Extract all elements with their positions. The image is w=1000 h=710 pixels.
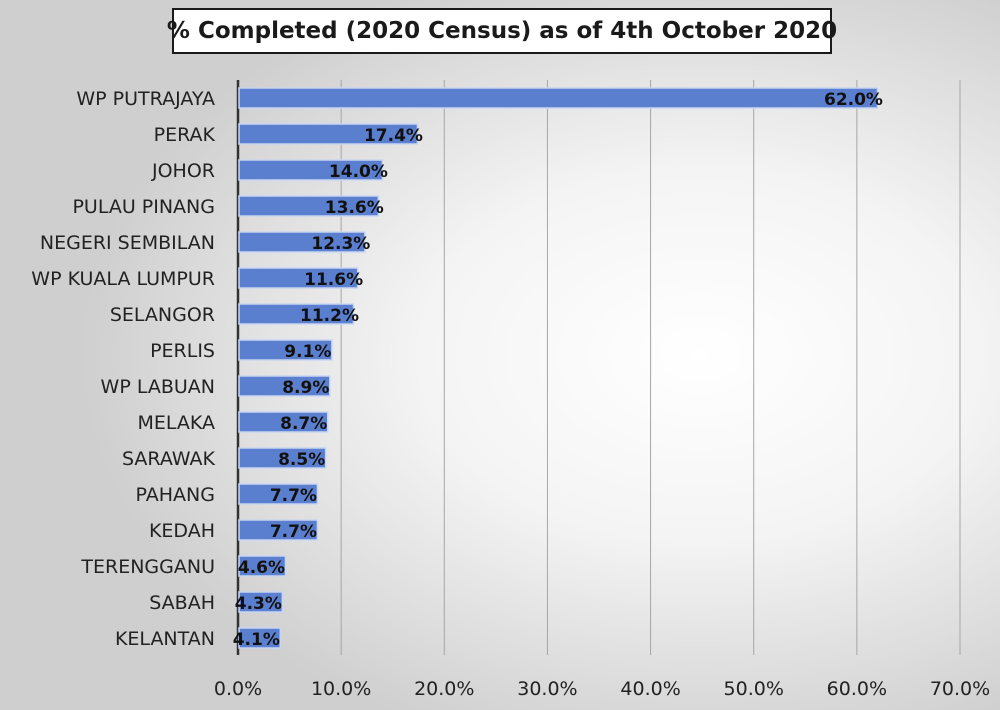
bar — [238, 591, 284, 613]
category-label: JOHOR — [151, 160, 215, 182]
category-label: TERENGGANU — [80, 556, 215, 578]
category-label: KELANTAN — [115, 628, 215, 650]
bar — [238, 555, 287, 577]
data-label: 62.0% — [824, 90, 883, 110]
bar — [238, 627, 282, 649]
bars — [238, 87, 879, 649]
data-label: 12.3% — [311, 234, 370, 254]
x-tick-label: 60.0% — [827, 678, 887, 700]
bar — [238, 123, 419, 145]
category-label: MELAKA — [137, 412, 215, 434]
grid-lines — [236, 80, 961, 655]
bar — [238, 231, 366, 253]
data-label: 4.1% — [233, 630, 280, 650]
x-tick-label: 20.0% — [414, 678, 474, 700]
bar — [238, 411, 329, 433]
bar — [238, 519, 319, 541]
x-tick-labels: 0.0% 10.0% 20.0% 30.0% 40.0% 50.0% 60.0% 70.0% — [214, 678, 990, 700]
category-label: WP PUTRAJAYA — [76, 88, 215, 110]
data-label: 7.7% — [270, 522, 317, 542]
category-label: SARAWAK — [122, 448, 216, 470]
data-label: 8.9% — [282, 378, 329, 398]
x-tick-label: 0.0% — [214, 678, 262, 700]
data-label: 8.7% — [280, 414, 327, 434]
category-label: NEGERI SEMBILAN — [40, 232, 215, 254]
data-label: 9.1% — [284, 342, 331, 362]
data-label: 7.7% — [270, 486, 317, 506]
bar — [238, 375, 331, 397]
category-label: SELANGOR — [110, 304, 215, 326]
category-label: KEDAH — [149, 520, 215, 542]
bar — [238, 483, 319, 505]
x-tick-label: 10.0% — [311, 678, 371, 700]
data-label: 4.6% — [238, 558, 285, 578]
x-tick-label: 70.0% — [930, 678, 990, 700]
x-tick-label: 40.0% — [620, 678, 680, 700]
bar — [238, 159, 384, 181]
data-label: 11.2% — [300, 306, 359, 326]
data-labels: 62.0% 17.4% 14.0% 13.6% 12.3% 11.6% 11.2% 9.1% 8… — [233, 90, 883, 650]
category-label: WP KUALA LUMPUR — [31, 268, 215, 290]
category-label: PAHANG — [136, 484, 215, 506]
data-label: 13.6% — [325, 198, 384, 218]
bar — [238, 303, 355, 325]
data-label: 8.5% — [278, 450, 325, 470]
bar — [238, 447, 327, 469]
data-label: 4.3% — [235, 594, 282, 614]
bar — [238, 267, 359, 289]
category-label: SABAH — [149, 592, 215, 614]
data-label: 17.4% — [364, 126, 423, 146]
category-label: PERAK — [154, 124, 216, 146]
data-label: 14.0% — [329, 162, 388, 182]
bar — [238, 339, 333, 361]
category-labels: WP PUTRAJAYA PERAK JOHOR PULAU PINANG NEGERI… — [31, 88, 215, 650]
category-label: PERLIS — [150, 340, 215, 362]
bar — [238, 87, 879, 109]
data-label: 11.6% — [304, 270, 363, 290]
category-label: PULAU PINANG — [72, 196, 215, 218]
x-tick-label: 30.0% — [517, 678, 577, 700]
chart-title: % Completed (2020 Census) as of 4th Octo… — [167, 8, 837, 54]
category-label: WP LABUAN — [101, 376, 215, 398]
x-tick-label: 50.0% — [724, 678, 784, 700]
bar — [238, 195, 380, 217]
